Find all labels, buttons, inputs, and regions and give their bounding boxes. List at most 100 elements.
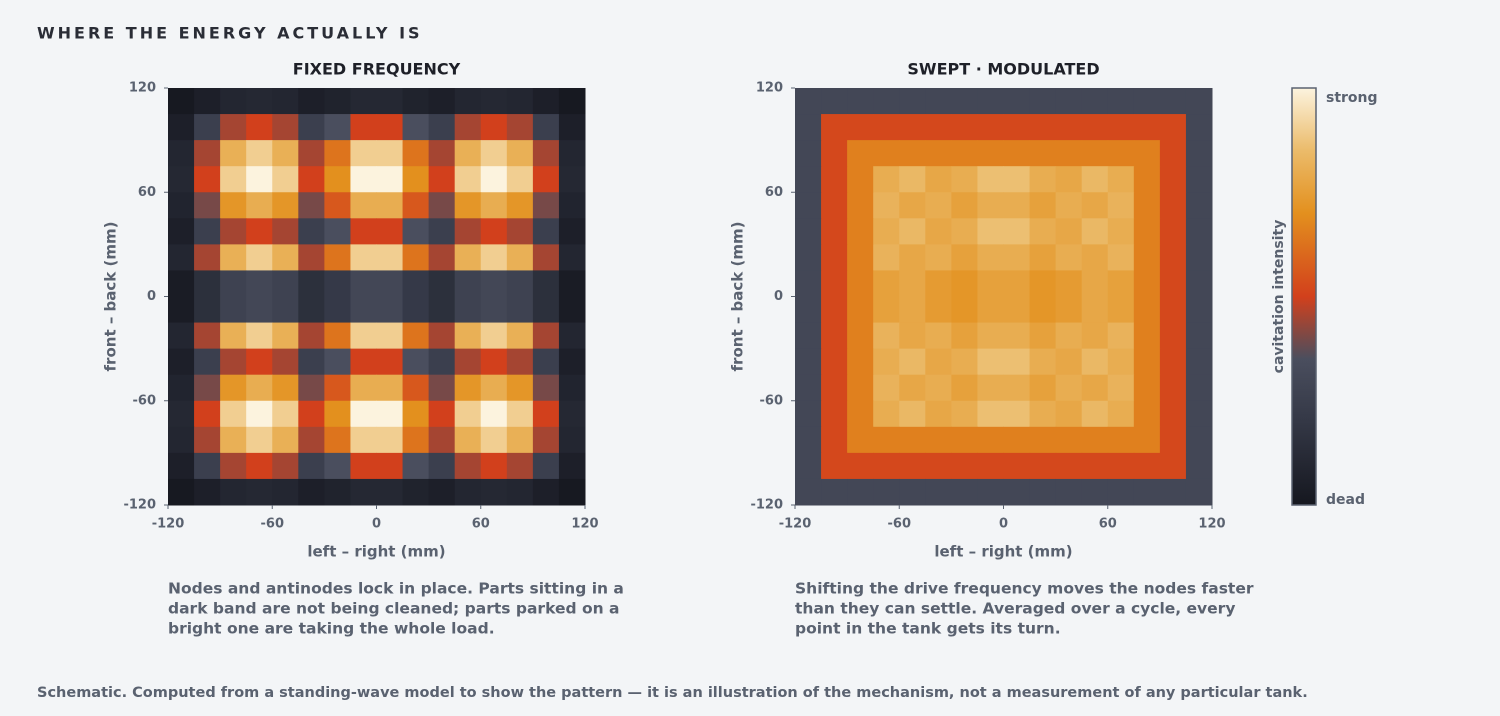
heat-cell <box>925 140 952 167</box>
heat-cell <box>324 478 351 506</box>
heat-cell <box>402 426 430 454</box>
heat-cell <box>532 270 560 297</box>
heat-cell <box>847 348 874 376</box>
heat-cell <box>272 270 299 297</box>
heat-cell <box>1055 218 1083 245</box>
heat-cell <box>350 270 377 297</box>
heat-cell <box>1107 166 1135 193</box>
heat-cell <box>821 270 848 297</box>
heat-cell <box>272 452 299 480</box>
plot-title: SWEPT · MODULATED <box>907 60 1099 79</box>
heat-cell <box>454 218 482 245</box>
heat-cell <box>402 192 430 219</box>
heat-cell <box>821 140 848 167</box>
heat-cell <box>402 166 430 193</box>
heat-cell <box>220 452 247 480</box>
heat-cell <box>821 478 848 506</box>
y-tick-label: 60 <box>765 185 783 200</box>
heat-cell <box>350 374 377 402</box>
heat-cell <box>1055 166 1083 193</box>
y-tick-label: 120 <box>756 81 783 96</box>
heat-cell <box>1107 244 1135 271</box>
heat-cell <box>324 270 351 297</box>
heat-cell <box>558 166 586 193</box>
heat-cell <box>899 270 926 297</box>
heat-cell <box>532 426 560 454</box>
heat-cell <box>454 426 482 454</box>
heat-cell <box>1003 322 1031 350</box>
heat-cell <box>1133 452 1161 480</box>
heat-cell <box>873 244 900 271</box>
x-axis-label: left – right (mm) <box>307 543 445 561</box>
heat-cell <box>1003 400 1031 428</box>
heat-cell <box>168 218 195 245</box>
heat-cell <box>847 374 874 402</box>
heat-cell <box>272 244 299 271</box>
heat-cell <box>402 218 430 245</box>
heat-cell <box>454 452 482 480</box>
heat-cell <box>246 140 273 167</box>
heat-cell <box>246 218 273 245</box>
heat-cell <box>558 88 586 115</box>
heat-cell <box>506 140 534 167</box>
heat-cell <box>376 218 404 245</box>
heat-cell <box>925 296 952 324</box>
heat-cell <box>480 140 508 167</box>
heat-cell <box>1133 348 1161 376</box>
heat-cell <box>1029 374 1057 402</box>
heat-cell <box>977 296 1004 324</box>
heat-cell <box>1003 374 1031 402</box>
heat-cell <box>873 270 900 297</box>
heat-cell <box>1159 114 1187 141</box>
heat-cell <box>1029 88 1057 115</box>
heat-cell <box>350 452 377 480</box>
heat-cell <box>1133 114 1161 141</box>
heat-cell <box>873 296 900 324</box>
heat-cell <box>480 322 508 350</box>
heat-cell <box>350 192 377 219</box>
heat-cell <box>376 88 404 115</box>
heat-cell <box>1107 426 1135 454</box>
heat-cell <box>1159 192 1187 219</box>
heat-cell <box>376 452 404 480</box>
heat-cell <box>376 348 404 376</box>
heat-cell <box>558 348 586 376</box>
heat-cell <box>925 348 952 376</box>
heat-cell <box>350 348 377 376</box>
heat-cell <box>847 478 874 506</box>
heat-cell <box>847 88 874 115</box>
heat-cell <box>532 88 560 115</box>
heat-cell <box>1029 140 1057 167</box>
heat-cell <box>1133 478 1161 506</box>
heat-cell <box>428 166 456 193</box>
heat-cell <box>821 244 848 271</box>
heat-cell <box>925 452 952 480</box>
heat-cell <box>324 88 351 115</box>
heat-cell <box>376 400 404 428</box>
heat-cell <box>951 348 978 376</box>
heat-cell <box>532 452 560 480</box>
heat-cell <box>194 426 221 454</box>
heat-cell <box>1081 374 1109 402</box>
heat-cell <box>795 244 822 271</box>
heat-cell <box>821 114 848 141</box>
heat-cell <box>795 374 822 402</box>
heat-cell <box>873 218 900 245</box>
x-tick-label: -60 <box>261 517 285 532</box>
heat-cell <box>428 348 456 376</box>
heat-cell <box>1029 192 1057 219</box>
heat-cell <box>847 270 874 297</box>
heat-cell <box>220 426 247 454</box>
heat-cell <box>402 322 430 350</box>
heat-cell <box>506 88 534 115</box>
heat-cell <box>298 348 325 376</box>
heat-cell <box>1081 88 1109 115</box>
heat-cell <box>1185 218 1213 245</box>
heat-cell <box>847 218 874 245</box>
heat-cell <box>246 114 273 141</box>
heat-cell <box>168 426 195 454</box>
heat-cell <box>977 114 1004 141</box>
heat-cell <box>821 400 848 428</box>
heat-cell <box>220 374 247 402</box>
heat-cell <box>795 452 822 480</box>
